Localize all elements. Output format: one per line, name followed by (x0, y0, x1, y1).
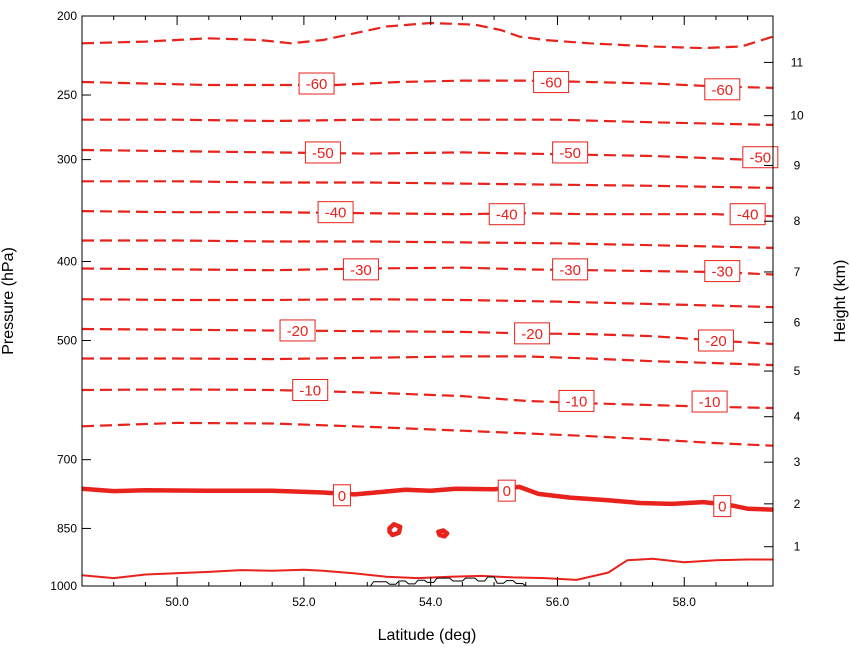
svg-text:0: 0 (338, 488, 346, 505)
height-tick-label: 11 (791, 55, 804, 69)
terrain-layer (369, 576, 527, 586)
pressure-tick-label: 700 (57, 453, 77, 467)
contour-line (82, 557, 773, 581)
pressure-tick-label: 250 (57, 88, 77, 102)
contour-label: -30 (342, 258, 379, 281)
svg-text:-30: -30 (711, 264, 733, 281)
x-tick-label: 58.0 (673, 595, 697, 609)
contours-layer (82, 21, 773, 581)
svg-text:-40: -40 (737, 207, 759, 224)
contour-label: -40 (729, 203, 766, 226)
contour-label: -40 (488, 203, 525, 226)
contour-labels-layer: -60 -60 -60 -50 -50 -50 -40 -40 -40 -30 -30 -30 -20 -… (279, 71, 779, 518)
contour-line (82, 118, 773, 126)
svg-text:-50: -50 (559, 145, 581, 162)
pressure-tick-label: 200 (57, 9, 77, 23)
pressure-tick-label: 300 (57, 153, 77, 167)
svg-text:-30: -30 (350, 262, 372, 279)
terrain-outline (369, 576, 527, 586)
contour-line (82, 148, 773, 162)
svg-text:-20: -20 (521, 326, 543, 343)
contour-label: 0 (332, 484, 351, 507)
contour-line (82, 79, 773, 89)
x-axis: 50.0 52.0 54.0 56.0 58.0 (81, 16, 749, 609)
height-tick-label: 4 (794, 410, 801, 424)
contour-label: 0 (713, 495, 732, 518)
svg-text:0: 0 (503, 483, 511, 500)
svg-text:-40: -40 (325, 205, 347, 222)
svg-text:-60: -60 (540, 75, 562, 92)
height-tick-label: 8 (794, 214, 801, 228)
x-axis-title: Latitude (deg) (378, 627, 477, 644)
contour-line (82, 484, 773, 512)
height-tick-label: 5 (794, 364, 801, 378)
contour-label: -10 (558, 389, 595, 412)
contour-line (436, 528, 450, 539)
svg-text:-50: -50 (749, 150, 771, 167)
contour-label: -40 (317, 201, 354, 224)
pressure-axis-title: Pressure (hPa) (0, 247, 17, 355)
contour-label: -50 (552, 141, 589, 164)
x-tick-label: 50.0 (165, 595, 189, 609)
svg-text:-10: -10 (699, 394, 721, 411)
contour-label: -50 (304, 141, 341, 164)
contour-label: -10 (292, 379, 329, 402)
svg-text:-10: -10 (299, 383, 321, 400)
svg-text:-50: -50 (312, 145, 334, 162)
pressure-tick-label: 400 (57, 254, 77, 268)
height-tick-label: 9 (794, 158, 801, 172)
pressure-tick-label: 1000 (50, 579, 77, 593)
svg-text:-20: -20 (287, 323, 309, 340)
contour-line (82, 421, 773, 447)
svg-text:0: 0 (718, 499, 726, 516)
contour-line (82, 180, 773, 189)
svg-text:-20: -20 (705, 333, 727, 350)
contour-label: -60 (704, 78, 741, 101)
pressure-tick-label: 500 (57, 334, 77, 348)
height-tick-label: 1 (794, 540, 801, 554)
svg-text:-10: -10 (566, 393, 588, 410)
height-tick-label: 6 (794, 315, 801, 329)
contour-label: -30 (704, 260, 741, 283)
contour-label: -20 (697, 329, 734, 352)
contour-line (82, 239, 773, 249)
svg-text:-60: -60 (711, 82, 733, 99)
svg-text:-60: -60 (306, 76, 328, 93)
contour-label: -60 (298, 72, 335, 95)
contour-label: -60 (533, 71, 570, 94)
contour-label: -10 (691, 390, 728, 413)
height-axis: 1 2 3 4 5 6 7 8 9 10 11 (764, 55, 804, 554)
contour-line (82, 327, 773, 346)
svg-text:-40: -40 (496, 207, 518, 224)
height-axis-title: Height (km) (832, 260, 849, 343)
contour-line (82, 355, 773, 367)
contour-label: -20 (514, 322, 551, 345)
height-tick-label: 7 (794, 265, 801, 279)
contour-line (82, 21, 773, 50)
height-tick-label: 10 (790, 109, 804, 123)
contour-label: 0 (497, 479, 516, 502)
contour-label: -20 (279, 319, 316, 342)
contour-line (387, 522, 403, 538)
svg-text:-30: -30 (559, 262, 581, 279)
x-tick-label: 56.0 (546, 595, 570, 609)
contour-line (82, 210, 773, 218)
contour-label: -50 (742, 146, 779, 169)
pressure-tick-label: 850 (57, 521, 77, 535)
plot-frame (81, 15, 774, 587)
contour-label: -30 (552, 258, 589, 281)
height-tick-label: 3 (794, 455, 801, 469)
x-tick-label: 54.0 (419, 595, 443, 609)
x-tick-label: 52.0 (292, 595, 316, 609)
contour-line (82, 388, 773, 410)
height-tick-label: 2 (794, 497, 801, 511)
pressure-axis: 200 250 300 400 500 700 850 1000 (50, 9, 91, 593)
contour-line (82, 298, 773, 309)
contour-line (82, 266, 773, 276)
